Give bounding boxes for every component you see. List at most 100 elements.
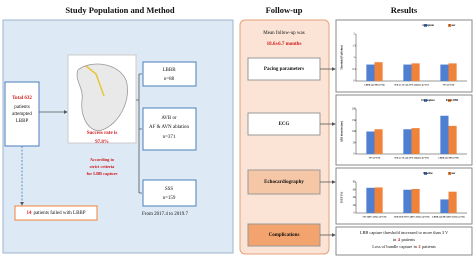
y-tick-label: 2 — [353, 33, 355, 36]
legend-swatch — [424, 172, 427, 175]
y-tick-label: 1 — [353, 56, 355, 59]
bar — [440, 115, 449, 154]
step-label: ECG — [279, 122, 290, 127]
legend-swatch — [424, 99, 427, 102]
total-line: attempted — [12, 112, 32, 117]
failed-box — [14, 205, 98, 221]
x-tick-label: AVB/AF&AVNA QRS<120ms (n=293) — [394, 216, 430, 219]
step-label: Echocardiography — [264, 180, 304, 185]
y-tick-label: 1.5 — [352, 44, 356, 47]
y-tick-label: 80 — [353, 181, 356, 184]
legend-label: Pre-implant — [421, 99, 434, 102]
legend-swatch — [448, 24, 451, 27]
failed-count: 14 — [26, 211, 32, 216]
x-tick-label: AVB or AF and AVN ablation (n=371) — [394, 157, 429, 160]
bar — [366, 187, 375, 213]
bar — [403, 129, 412, 154]
y-tick-label: 0.5 — [352, 68, 356, 71]
complication-line: in 4 patients — [393, 237, 416, 242]
legend-swatch — [424, 24, 427, 27]
legend-label: 1 year — [449, 172, 457, 175]
x-tick-label: SSS (n=158) — [443, 84, 455, 87]
group-line: SSS — [165, 187, 174, 192]
success-rate: 97.8% — [95, 140, 109, 145]
bar — [366, 131, 375, 154]
y-tick-label: 150 — [352, 119, 357, 122]
bar — [440, 199, 449, 213]
bar — [411, 188, 420, 213]
group-line: AVB or — [161, 116, 177, 121]
criteria-line: for LBB capture — [87, 171, 118, 176]
bar — [374, 129, 383, 154]
y-tick-label: 100 — [352, 130, 357, 133]
text: in — [393, 237, 397, 242]
y-tick-label: 40 — [353, 196, 356, 199]
y-tick-label: 0 — [353, 80, 355, 83]
total-line: patients — [14, 105, 30, 110]
step-label: Pacing parameters — [264, 67, 304, 72]
step-box — [247, 169, 321, 195]
legend-label: At implant — [422, 24, 434, 27]
bar — [411, 128, 420, 154]
followup-title: Follow-up — [266, 5, 303, 15]
bar — [448, 191, 457, 213]
period: From 2017.4 to 2019.7 — [142, 212, 188, 217]
x-tick-label: SSS (n=159) — [369, 157, 381, 160]
failed-text: 14 patients failed with LBBP — [26, 211, 85, 216]
count: 2 — [418, 244, 420, 249]
bar — [366, 64, 375, 81]
mean-value: 18.6±6.7 months — [267, 42, 302, 47]
lead — [85, 65, 105, 97]
group-box — [142, 61, 197, 87]
x-tick-label: SSS QRS<120ms (n=159) — [363, 216, 387, 219]
heart-shape — [76, 63, 128, 131]
y-axis-label: Threshold (V@0.4ms) — [341, 45, 344, 70]
x-tick-label: LBBB and HF QRS>120ms (n=82) — [432, 216, 465, 219]
results-title: Results — [391, 5, 418, 15]
group-line: n=159 — [163, 196, 176, 201]
x-tick-label: LBBB and HF (n=84) — [364, 84, 384, 87]
x-tick-label: AVB or AF and AVN ablation (n=357) — [394, 84, 429, 87]
followup-panel — [239, 19, 330, 255]
bar — [440, 64, 449, 81]
mean-line: Mean follow-up was — [263, 31, 304, 36]
connector — [136, 73, 142, 194]
bar — [403, 189, 412, 213]
criteria-line: strict criteria — [90, 164, 116, 169]
y-axis-label: QRS duration (ms) — [341, 121, 344, 142]
group-box — [142, 107, 197, 151]
group-line: n=371 — [163, 135, 176, 140]
legend-label: Post-LBBP — [446, 99, 459, 102]
complication-line: Loss of bundle capture in 2 patients — [372, 244, 436, 249]
y-tick-label: 60 — [353, 188, 356, 191]
y-tick-label: 20 — [353, 204, 356, 207]
y-tick-label: 200 — [352, 108, 357, 111]
count: 4 — [398, 237, 401, 242]
text: Loss of bundle capture in — [372, 244, 417, 249]
group-line: n=88 — [164, 77, 175, 82]
group-box — [142, 179, 197, 207]
bar — [411, 63, 420, 81]
y-tick-label: 0 — [353, 153, 355, 156]
legend-label: Baseline — [423, 172, 433, 175]
step-label: Complications — [269, 233, 300, 238]
y-tick-label: 50 — [353, 141, 356, 144]
group-line: LBBB — [162, 68, 176, 73]
legend-swatch — [448, 99, 451, 102]
text: patients — [422, 244, 436, 249]
bar — [374, 62, 383, 81]
study-title: Study Population and Method — [65, 5, 175, 15]
y-tick-label: 0 — [353, 212, 355, 215]
total-headline: Total 632 — [12, 96, 32, 101]
bar — [448, 63, 457, 81]
x-tick-label: LBBB and HF (n=88) — [438, 157, 458, 160]
success-line: Success rate is — [87, 131, 118, 136]
legend-swatch — [448, 172, 451, 175]
text: patients — [401, 237, 415, 242]
complication-line: LBB capture threshold increased to more … — [360, 230, 449, 235]
total-line: LBBP — [16, 119, 29, 124]
legend-label: 1 year — [449, 24, 457, 27]
bar — [374, 187, 383, 213]
bar — [448, 125, 457, 154]
